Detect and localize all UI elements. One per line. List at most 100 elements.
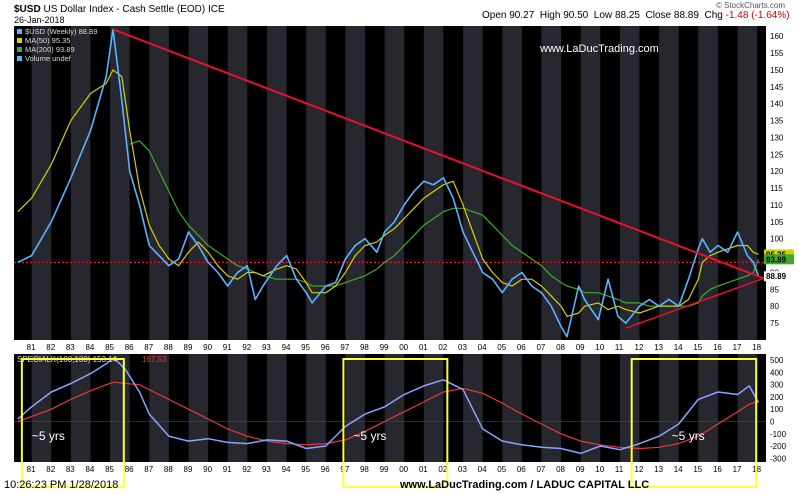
- year-band: [70, 26, 91, 340]
- indicator-x-tick-label: 88: [164, 465, 173, 474]
- x-tick-label: 89: [184, 343, 193, 352]
- x-tick-label: 97: [340, 343, 349, 352]
- indicator-x-tick-label: 03: [458, 465, 467, 474]
- year-band: [698, 354, 718, 462]
- indicator-y-tick-label: 100: [770, 405, 784, 414]
- close-value: 88.89: [673, 10, 699, 21]
- cycle-label: ~5 yrs: [672, 429, 705, 443]
- symbol: $USD: [14, 4, 41, 15]
- close-badge-text: 88.89: [766, 272, 787, 281]
- indicator-x-tick-label: 06: [517, 465, 526, 474]
- x-tick-label: 01: [419, 343, 428, 352]
- footer-credit: www.LaDucTrading.com / LADUC CAPITAL LLC: [400, 479, 650, 491]
- x-tick-label: 15: [693, 343, 702, 352]
- indicator-x-tick-label: 97: [340, 465, 349, 474]
- year-band: [188, 354, 209, 462]
- indicator-x-tick-label: 87: [144, 465, 153, 474]
- ma200-badge: [764, 254, 794, 265]
- x-tick-label: 84: [85, 343, 94, 352]
- year-band: [423, 354, 444, 462]
- legend-swatch: [17, 29, 22, 34]
- x-tick-label: 86: [125, 343, 134, 352]
- x-tick-label: 91: [223, 343, 232, 352]
- indicator-x-tick-label: 94: [282, 465, 291, 474]
- y-tick-label: 140: [770, 100, 784, 109]
- instrument-name: US Dollar Index - Cash Settle (EOD): [43, 4, 206, 15]
- year-band: [384, 354, 405, 462]
- indicator-x-tick-label: 93: [262, 465, 271, 474]
- year-band: [619, 26, 640, 340]
- y-tick-label: 110: [770, 201, 783, 210]
- legend-label: Volume undef: [25, 54, 72, 63]
- year-band: [70, 354, 91, 462]
- x-tick-label: 99: [380, 343, 389, 352]
- cycle-box: [20, 358, 125, 488]
- x-tick-label: 00: [399, 343, 408, 352]
- x-tick-label: 10: [595, 343, 604, 352]
- indicator-x-tick-label: 84: [85, 465, 94, 474]
- x-tick-label: 81: [27, 343, 36, 352]
- x-tick-label: 92: [242, 343, 251, 352]
- year-band: [149, 26, 169, 340]
- chg-value: -1.48 (-1.64%): [725, 10, 790, 21]
- x-tick-label: 90: [203, 343, 212, 352]
- chart-title: $USD US Dollar Index - Cash Settle (EOD)…: [14, 4, 225, 15]
- x-tick-label: 83: [66, 343, 75, 352]
- year-band: [266, 26, 287, 340]
- x-tick-label: 08: [556, 343, 565, 352]
- y-tick-label: 160: [770, 32, 784, 41]
- year-band: [31, 26, 52, 340]
- legend-swatch: [17, 56, 22, 61]
- y-tick-label: 85: [770, 285, 779, 294]
- x-tick-label: 13: [654, 343, 663, 352]
- x-tick-label: 98: [360, 343, 369, 352]
- chart-date: 26-Jan-2018: [14, 15, 65, 25]
- year-band: [110, 26, 130, 340]
- indicator-x-tick-label: 90: [203, 465, 212, 474]
- year-band: [619, 354, 640, 462]
- indicator-x-tick-label: 05: [497, 465, 506, 474]
- y-tick-label: 135: [770, 117, 784, 126]
- year-band: [345, 26, 365, 340]
- x-tick-label: 07: [536, 343, 545, 352]
- year-band: [541, 26, 562, 340]
- indicator-x-tick-label: 83: [66, 465, 75, 474]
- year-band: [737, 26, 758, 340]
- year-band: [227, 354, 248, 462]
- indicator-x-tick-label: 00: [399, 465, 408, 474]
- x-tick-label: 11: [615, 343, 624, 352]
- indicator-x-tick-label: 02: [438, 465, 447, 474]
- indicator-x-tick-label: 14: [674, 465, 683, 474]
- ma50-line: [17, 69, 759, 317]
- x-tick-label: 95: [301, 343, 310, 352]
- high-label: High: [539, 10, 561, 21]
- year-band: [266, 354, 287, 462]
- indicator-x-tick-label: 98: [360, 465, 369, 474]
- ohlc-readout: Open 90.27 High 90.50 Low 88.25 Close 88…: [482, 10, 790, 21]
- indicator-x-tick-label: 09: [576, 465, 585, 474]
- footer-timestamp: 10:26:23 PM 1/28/2018: [4, 479, 119, 491]
- indicator-y-tick-label: 500: [770, 356, 784, 365]
- x-tick-label: 87: [144, 343, 153, 352]
- indicator-x-tick-label: 10: [595, 465, 604, 474]
- indicator-x-tick-label: 04: [478, 465, 487, 474]
- x-tick-label: 02: [438, 343, 447, 352]
- indicator-y-tick-label: 400: [770, 368, 784, 377]
- indicator-x-tick-label: 99: [380, 465, 389, 474]
- x-tick-label: 06: [517, 343, 526, 352]
- indicator-y-tick-label: -300: [770, 454, 787, 463]
- y-tick-label: 130: [770, 133, 784, 142]
- year-band: [659, 26, 679, 340]
- x-tick-label: 93: [262, 343, 271, 352]
- y-tick-label: 120: [770, 167, 784, 176]
- indicator-signal-value: 167.53: [142, 355, 167, 364]
- year-band: [463, 26, 483, 340]
- uptrend-line: [625, 276, 767, 329]
- indicator-x-tick-label: 95: [301, 465, 310, 474]
- year-band: [737, 354, 758, 462]
- indicator-y-tick-label: -100: [770, 430, 787, 439]
- year-band: [659, 354, 679, 462]
- legend-label: MA(200) 93.89: [25, 45, 75, 54]
- y-tick-label: 145: [770, 83, 784, 92]
